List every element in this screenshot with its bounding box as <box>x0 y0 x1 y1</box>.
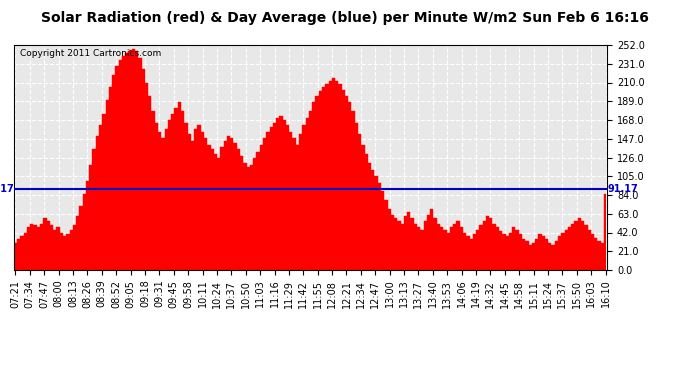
Text: Copyright 2011 Cartronics.com: Copyright 2011 Cartronics.com <box>20 50 161 58</box>
Text: 91.17: 91.17 <box>0 184 14 194</box>
Text: Solar Radiation (red) & Day Average (blue) per Minute W/m2 Sun Feb 6 16:16: Solar Radiation (red) & Day Average (blu… <box>41 11 649 25</box>
Text: 91.17: 91.17 <box>608 184 639 194</box>
